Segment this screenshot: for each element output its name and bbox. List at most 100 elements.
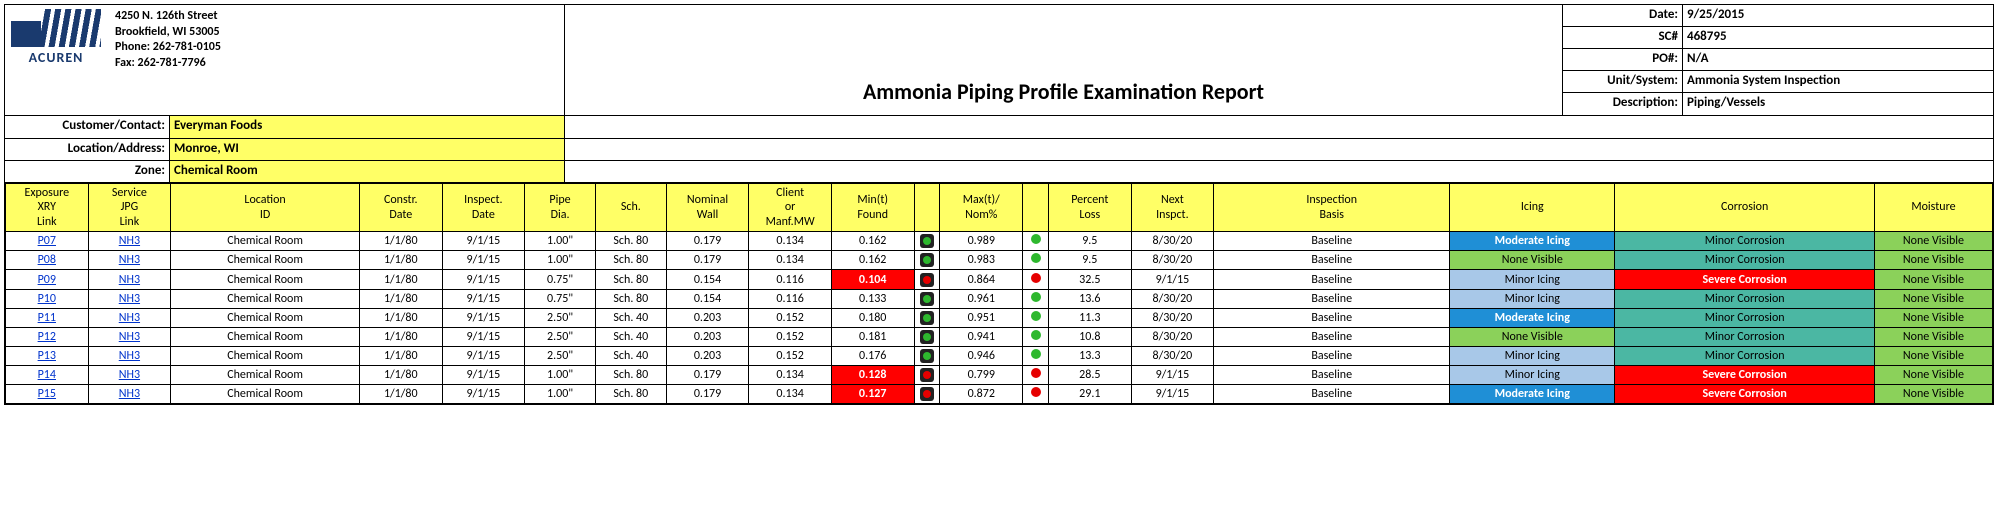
location-cell: Chemical Room xyxy=(171,327,360,346)
max-nom-cell: 0.941 xyxy=(940,327,1023,346)
meta-sc-label: SC# xyxy=(1563,27,1683,48)
service-link[interactable]: NH3 xyxy=(119,387,140,401)
col-header: Min(t)Found xyxy=(831,184,914,232)
table-row: P07NH3Chemical Room1/1/809/1/151.00"Sch.… xyxy=(6,232,1993,251)
max-nom-cell: 0.983 xyxy=(940,251,1023,270)
percent-loss-cell: 9.5 xyxy=(1049,232,1132,251)
col-header: Max(t)/Nom% xyxy=(940,184,1023,232)
xry-cell[interactable]: P15 xyxy=(6,385,89,404)
led-cell xyxy=(914,251,940,270)
xry-link[interactable]: P10 xyxy=(38,292,56,306)
mint-found-cell: 0.180 xyxy=(831,308,914,327)
location-label: Location/Address: xyxy=(5,139,170,160)
nominal-wall-cell: 0.179 xyxy=(666,385,749,404)
percent-loss-cell: 9.5 xyxy=(1049,251,1132,270)
moisture-cell: None Visible xyxy=(1874,232,1992,251)
moisture-cell: None Visible xyxy=(1874,270,1992,289)
mint-found-cell: 0.162 xyxy=(831,251,914,270)
service-link[interactable]: NH3 xyxy=(119,234,140,248)
service-link[interactable]: NH3 xyxy=(119,311,140,325)
xry-link[interactable]: P14 xyxy=(38,368,56,382)
max-nom-cell: 0.961 xyxy=(940,289,1023,308)
percent-loss-cell: 11.3 xyxy=(1049,308,1132,327)
xry-link[interactable]: P15 xyxy=(38,387,56,401)
table-row: P13NH3Chemical Room1/1/809/1/152.50"Sch.… xyxy=(6,347,1993,366)
xry-link[interactable]: P11 xyxy=(38,311,56,325)
led-cell xyxy=(914,270,940,289)
xry-link[interactable]: P09 xyxy=(38,273,56,287)
col-header: Inspect.Date xyxy=(442,184,525,232)
xry-link[interactable]: P13 xyxy=(38,349,56,363)
status-led-icon xyxy=(920,234,934,248)
service-cell[interactable]: NH3 xyxy=(88,232,171,251)
mint-found-cell: 0.176 xyxy=(831,347,914,366)
xry-cell[interactable]: P12 xyxy=(6,327,89,346)
led-cell xyxy=(914,308,940,327)
xry-cell[interactable]: P07 xyxy=(6,232,89,251)
meta-unit-label: Unit/System: xyxy=(1563,71,1683,92)
service-link[interactable]: NH3 xyxy=(119,273,140,287)
nominal-wall-cell: 0.203 xyxy=(666,327,749,346)
next-inspect-cell: 8/30/20 xyxy=(1131,327,1214,346)
xry-cell[interactable]: P11 xyxy=(6,308,89,327)
inspection-basis-cell: Baseline xyxy=(1214,232,1450,251)
mint-found-cell: 0.133 xyxy=(831,289,914,308)
service-cell[interactable]: NH3 xyxy=(88,347,171,366)
status-dot-icon xyxy=(1031,330,1041,340)
inspect-date-cell: 9/1/15 xyxy=(442,308,525,327)
next-inspect-cell: 9/1/15 xyxy=(1131,366,1214,385)
service-cell[interactable]: NH3 xyxy=(88,270,171,289)
sch-cell: Sch. 40 xyxy=(595,327,666,346)
xry-cell[interactable]: P13 xyxy=(6,347,89,366)
xry-cell[interactable]: P14 xyxy=(6,366,89,385)
col-header: LocationID xyxy=(171,184,360,232)
manf-mw-cell: 0.134 xyxy=(749,232,832,251)
xry-link[interactable]: P07 xyxy=(38,234,56,248)
pipe-dia-cell: 1.00" xyxy=(525,385,596,404)
meta-po: N/A xyxy=(1683,49,1993,70)
led-cell xyxy=(914,385,940,404)
xry-cell[interactable]: P09 xyxy=(6,270,89,289)
status-dot-icon xyxy=(1031,292,1041,302)
service-cell[interactable]: NH3 xyxy=(88,366,171,385)
service-link[interactable]: NH3 xyxy=(119,253,140,267)
constr-date-cell: 1/1/80 xyxy=(359,251,442,270)
nominal-wall-cell: 0.154 xyxy=(666,289,749,308)
xry-cell[interactable]: P08 xyxy=(6,251,89,270)
customer-label: Customer/Contact: xyxy=(5,116,170,138)
percent-loss-cell: 28.5 xyxy=(1049,366,1132,385)
xry-link[interactable]: P08 xyxy=(38,253,56,267)
percent-loss-cell: 32.5 xyxy=(1049,270,1132,289)
inspection-basis-cell: Baseline xyxy=(1214,327,1450,346)
service-cell[interactable]: NH3 xyxy=(88,251,171,270)
corrosion-cell: Minor Corrosion xyxy=(1615,232,1875,251)
next-inspect-cell: 8/30/20 xyxy=(1131,347,1214,366)
col-header: Icing xyxy=(1450,184,1615,232)
service-cell[interactable]: NH3 xyxy=(88,308,171,327)
service-link[interactable]: NH3 xyxy=(119,330,140,344)
constr-date-cell: 1/1/80 xyxy=(359,385,442,404)
xry-cell[interactable]: P10 xyxy=(6,289,89,308)
manf-mw-cell: 0.116 xyxy=(749,289,832,308)
service-cell[interactable]: NH3 xyxy=(88,327,171,346)
dot-cell xyxy=(1023,232,1049,251)
service-cell[interactable]: NH3 xyxy=(88,385,171,404)
icing-cell: Moderate Icing xyxy=(1450,308,1615,327)
percent-loss-cell: 13.6 xyxy=(1049,289,1132,308)
addr-phone: Phone: 262-781-0105 xyxy=(115,40,221,56)
table-row: P14NH3Chemical Room1/1/809/1/151.00"Sch.… xyxy=(6,366,1993,385)
mint-found-cell: 0.181 xyxy=(831,327,914,346)
service-cell[interactable]: NH3 xyxy=(88,289,171,308)
xry-link[interactable]: P12 xyxy=(38,330,56,344)
service-link[interactable]: NH3 xyxy=(119,349,140,363)
next-inspect-cell: 8/30/20 xyxy=(1131,308,1214,327)
meta-desc: Piping/Vessels xyxy=(1683,93,1993,115)
status-dot-icon xyxy=(1031,349,1041,359)
col-header: NominalWall xyxy=(666,184,749,232)
meta-date-label: Date: xyxy=(1563,5,1683,26)
service-link[interactable]: NH3 xyxy=(119,368,140,382)
service-link[interactable]: NH3 xyxy=(119,292,140,306)
status-led-icon xyxy=(920,368,934,382)
header-meta: Date:9/25/2015 SC#468795 PO#:N/A Unit/Sy… xyxy=(1563,5,1993,115)
status-led-icon xyxy=(920,330,934,344)
